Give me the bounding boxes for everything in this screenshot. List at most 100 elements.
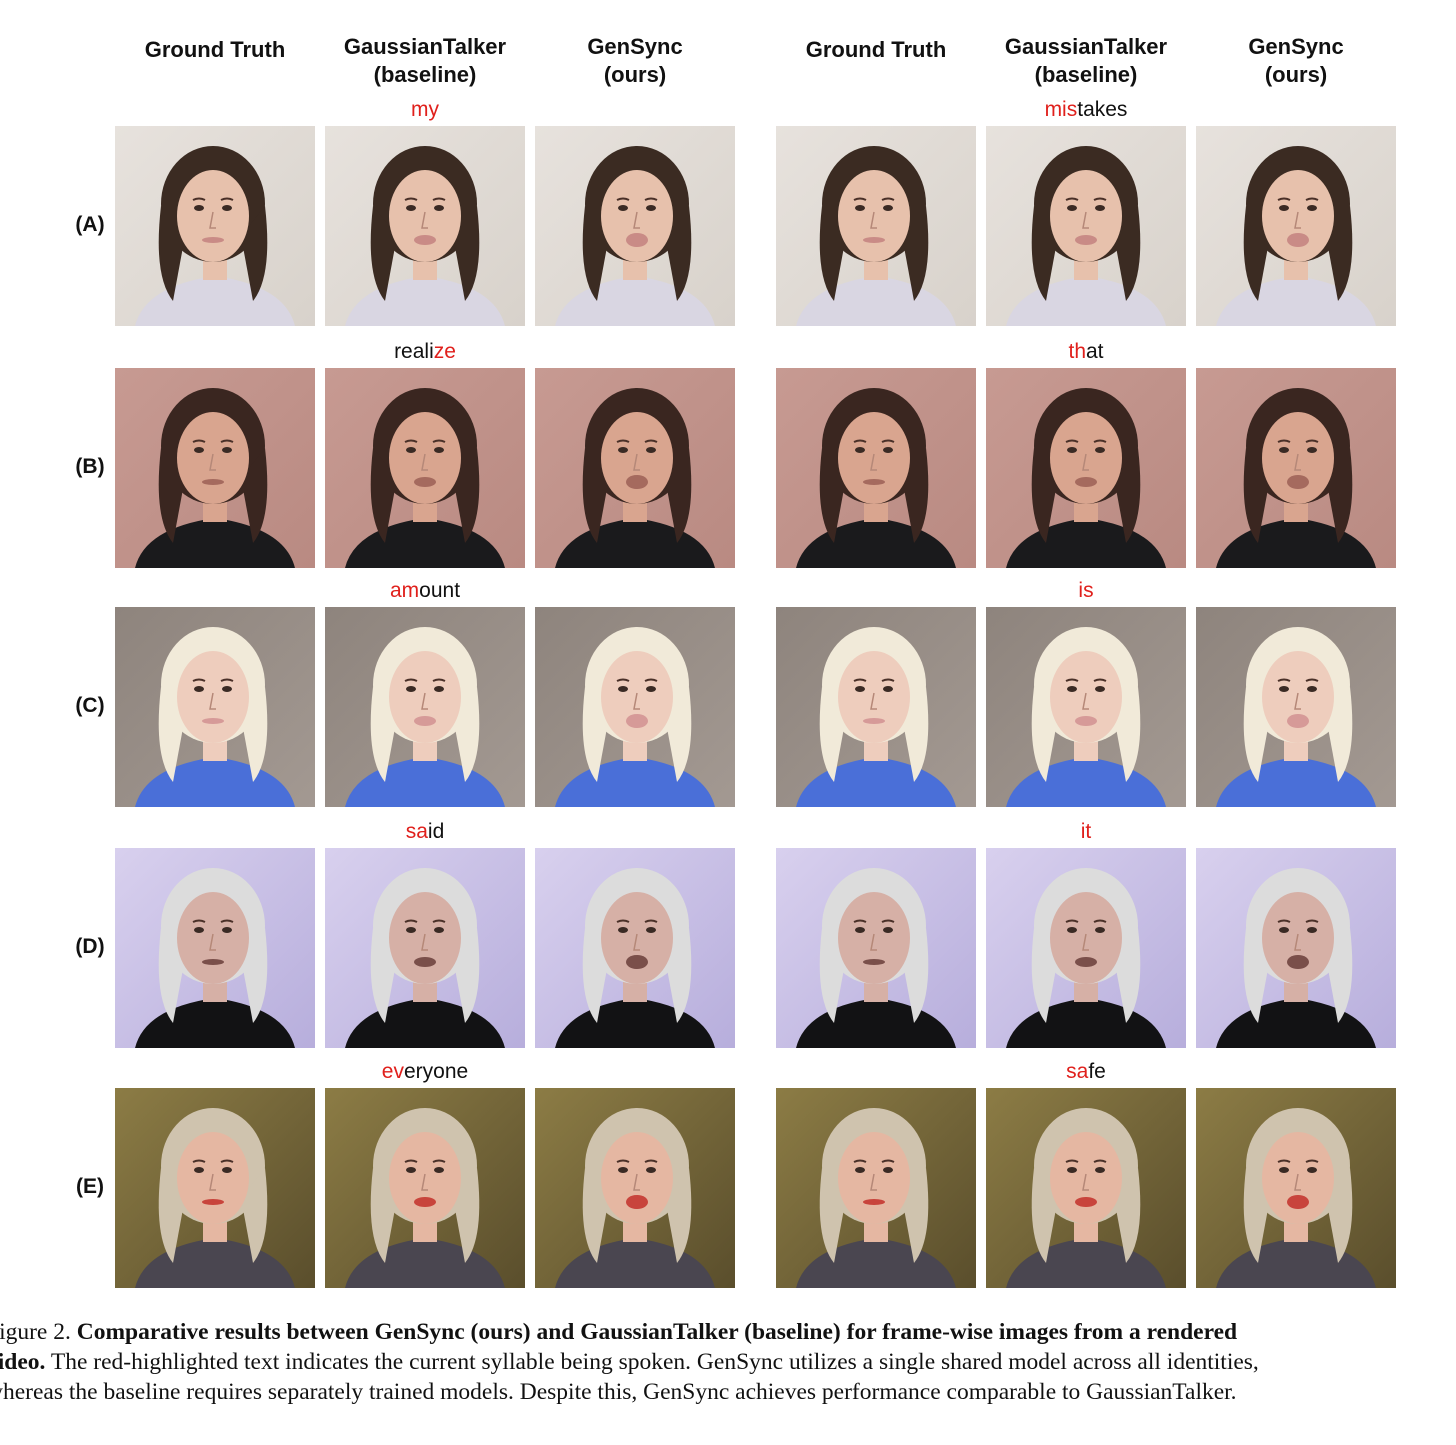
gensync-frame-right bbox=[1196, 1088, 1396, 1288]
column-header-line-2: (ours) bbox=[603, 62, 667, 87]
column-header-line-1: GenSync bbox=[1248, 34, 1344, 59]
spoken-word-left: realize bbox=[315, 340, 535, 364]
portrait-illustration bbox=[535, 607, 735, 807]
portrait-illustration bbox=[535, 848, 735, 1048]
remaining-syllables: reali bbox=[394, 340, 434, 363]
spoken-word-right: is bbox=[976, 579, 1196, 603]
remaining-syllables: ount bbox=[419, 579, 461, 602]
spoken-word-right: mistakes bbox=[976, 98, 1196, 122]
caption-line-2: video. The red-highlighted text indicate… bbox=[0, 1347, 1456, 1377]
spoken-word-left: said bbox=[315, 820, 535, 844]
spoken-word-right: safe bbox=[976, 1060, 1196, 1084]
caption-bold-title-end: video. bbox=[0, 1349, 46, 1375]
highlighted-syllable: it bbox=[1080, 820, 1092, 843]
caption-body-2: whereas the baseline requires separately… bbox=[0, 1379, 1237, 1405]
caption-line-3: whereas the baseline requires separately… bbox=[0, 1377, 1456, 1407]
gensync-frame-right bbox=[1196, 848, 1396, 1048]
portrait-illustration bbox=[1196, 126, 1396, 326]
column-header-1: Ground Truth bbox=[115, 36, 315, 64]
highlighted-syllable: ev bbox=[381, 1060, 404, 1083]
portrait-illustration bbox=[776, 848, 976, 1048]
column-header-line-2: (ours) bbox=[1264, 62, 1328, 87]
ground-truth-frame-right bbox=[776, 1088, 976, 1288]
highlighted-syllable: am bbox=[389, 579, 420, 602]
ground-truth-frame-left bbox=[115, 848, 315, 1048]
highlighted-syllable: sa bbox=[405, 820, 428, 843]
portrait-illustration bbox=[325, 368, 525, 568]
row-label: (B) bbox=[75, 455, 105, 478]
gensync-frame-left bbox=[535, 607, 735, 807]
gaussiantalker-frame-left bbox=[325, 368, 525, 568]
gaussiantalker-frame-left bbox=[325, 848, 525, 1048]
portrait-illustration bbox=[115, 368, 315, 568]
highlighted-syllable: mis bbox=[1044, 98, 1078, 121]
row-label: (D) bbox=[75, 935, 105, 958]
row-label: (C) bbox=[75, 694, 105, 717]
portrait-illustration bbox=[776, 1088, 976, 1288]
highlighted-syllable: ze bbox=[433, 340, 456, 363]
ground-truth-frame-right bbox=[776, 368, 976, 568]
gensync-frame-left bbox=[535, 848, 735, 1048]
portrait-illustration bbox=[325, 848, 525, 1048]
gaussiantalker-frame-right bbox=[986, 368, 1186, 568]
gensync-frame-right bbox=[1196, 126, 1396, 326]
portrait-illustration bbox=[1196, 607, 1396, 807]
portrait-illustration bbox=[115, 1088, 315, 1288]
portrait-illustration bbox=[535, 1088, 735, 1288]
portrait-illustration bbox=[986, 368, 1186, 568]
column-header-line-1: GaussianTalker bbox=[343, 34, 507, 59]
ground-truth-frame-left bbox=[115, 126, 315, 326]
column-header-2: GaussianTalker (baseline) bbox=[325, 33, 525, 89]
caption-figure-label: Figure 2. bbox=[0, 1319, 71, 1345]
portrait-illustration bbox=[535, 126, 735, 326]
portrait-illustration bbox=[1196, 848, 1396, 1048]
gaussiantalker-frame-right bbox=[986, 126, 1186, 326]
gensync-frame-left bbox=[535, 368, 735, 568]
gensync-frame-right bbox=[1196, 368, 1396, 568]
portrait-illustration bbox=[776, 126, 976, 326]
column-header-line-1: GaussianTalker bbox=[1004, 34, 1168, 59]
spoken-word-left: amount bbox=[315, 579, 535, 603]
caption-line-1: Figure 2. Comparative results between Ge… bbox=[0, 1317, 1456, 1347]
portrait-illustration bbox=[986, 607, 1186, 807]
ground-truth-frame-right bbox=[776, 126, 976, 326]
ground-truth-frame-left bbox=[115, 368, 315, 568]
portrait-illustration bbox=[776, 368, 976, 568]
portrait-illustration bbox=[1196, 1088, 1396, 1288]
gensync-frame-left bbox=[535, 126, 735, 326]
column-header-5: GaussianTalker (baseline) bbox=[986, 33, 1186, 89]
gaussiantalker-frame-right bbox=[986, 607, 1186, 807]
column-header-line-1: GenSync bbox=[587, 34, 683, 59]
highlighted-syllable: sa bbox=[1066, 1060, 1089, 1083]
portrait-illustration bbox=[986, 126, 1186, 326]
spoken-word-left: my bbox=[315, 98, 535, 122]
portrait-illustration bbox=[115, 126, 315, 326]
column-header-line-2: (baseline) bbox=[1034, 62, 1138, 87]
figure-caption: Figure 2. Comparative results between Ge… bbox=[0, 1317, 1456, 1407]
gaussiantalker-frame-left bbox=[325, 126, 525, 326]
column-header-line-2: (baseline) bbox=[373, 62, 477, 87]
highlighted-syllable: is bbox=[1078, 579, 1094, 602]
spoken-word-right: it bbox=[976, 820, 1196, 844]
column-header-6: GenSync (ours) bbox=[1196, 33, 1396, 89]
highlighted-syllable: my bbox=[411, 98, 439, 121]
caption-body-1: The red-highlighted text indicates the c… bbox=[45, 1349, 1259, 1375]
spoken-word-left: everyone bbox=[315, 1060, 535, 1084]
gensync-frame-right bbox=[1196, 607, 1396, 807]
remaining-syllables: id bbox=[427, 820, 445, 843]
gaussiantalker-frame-left bbox=[325, 1088, 525, 1288]
remaining-syllables: fe bbox=[1088, 1060, 1106, 1083]
remaining-syllables: at bbox=[1086, 340, 1104, 363]
column-header-line-1: Ground Truth bbox=[144, 37, 286, 62]
ground-truth-frame-left bbox=[115, 607, 315, 807]
gaussiantalker-frame-left bbox=[325, 607, 525, 807]
row-label: (A) bbox=[75, 213, 105, 236]
spoken-word-right: that bbox=[976, 340, 1196, 364]
gensync-frame-left bbox=[535, 1088, 735, 1288]
column-header-4: Ground Truth bbox=[776, 36, 976, 64]
remaining-syllables: takes bbox=[1077, 98, 1128, 121]
portrait-illustration bbox=[1196, 368, 1396, 568]
portrait-illustration bbox=[325, 126, 525, 326]
caption-bold-title: Comparative results between GenSync (our… bbox=[76, 1319, 1238, 1345]
portrait-illustration bbox=[776, 607, 976, 807]
